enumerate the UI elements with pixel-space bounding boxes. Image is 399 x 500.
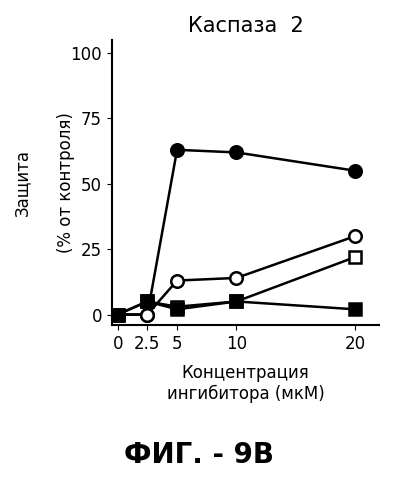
Text: ФИГ. - 9В: ФИГ. - 9В: [124, 441, 275, 469]
Title: Каспаза  2: Каспаза 2: [188, 16, 303, 36]
X-axis label: Концентрация
ингибитора (мкМ): Концентрация ингибитора (мкМ): [166, 364, 324, 403]
Text: (% от контроля): (% от контроля): [57, 112, 75, 253]
Text: Защита: Защита: [13, 149, 31, 216]
